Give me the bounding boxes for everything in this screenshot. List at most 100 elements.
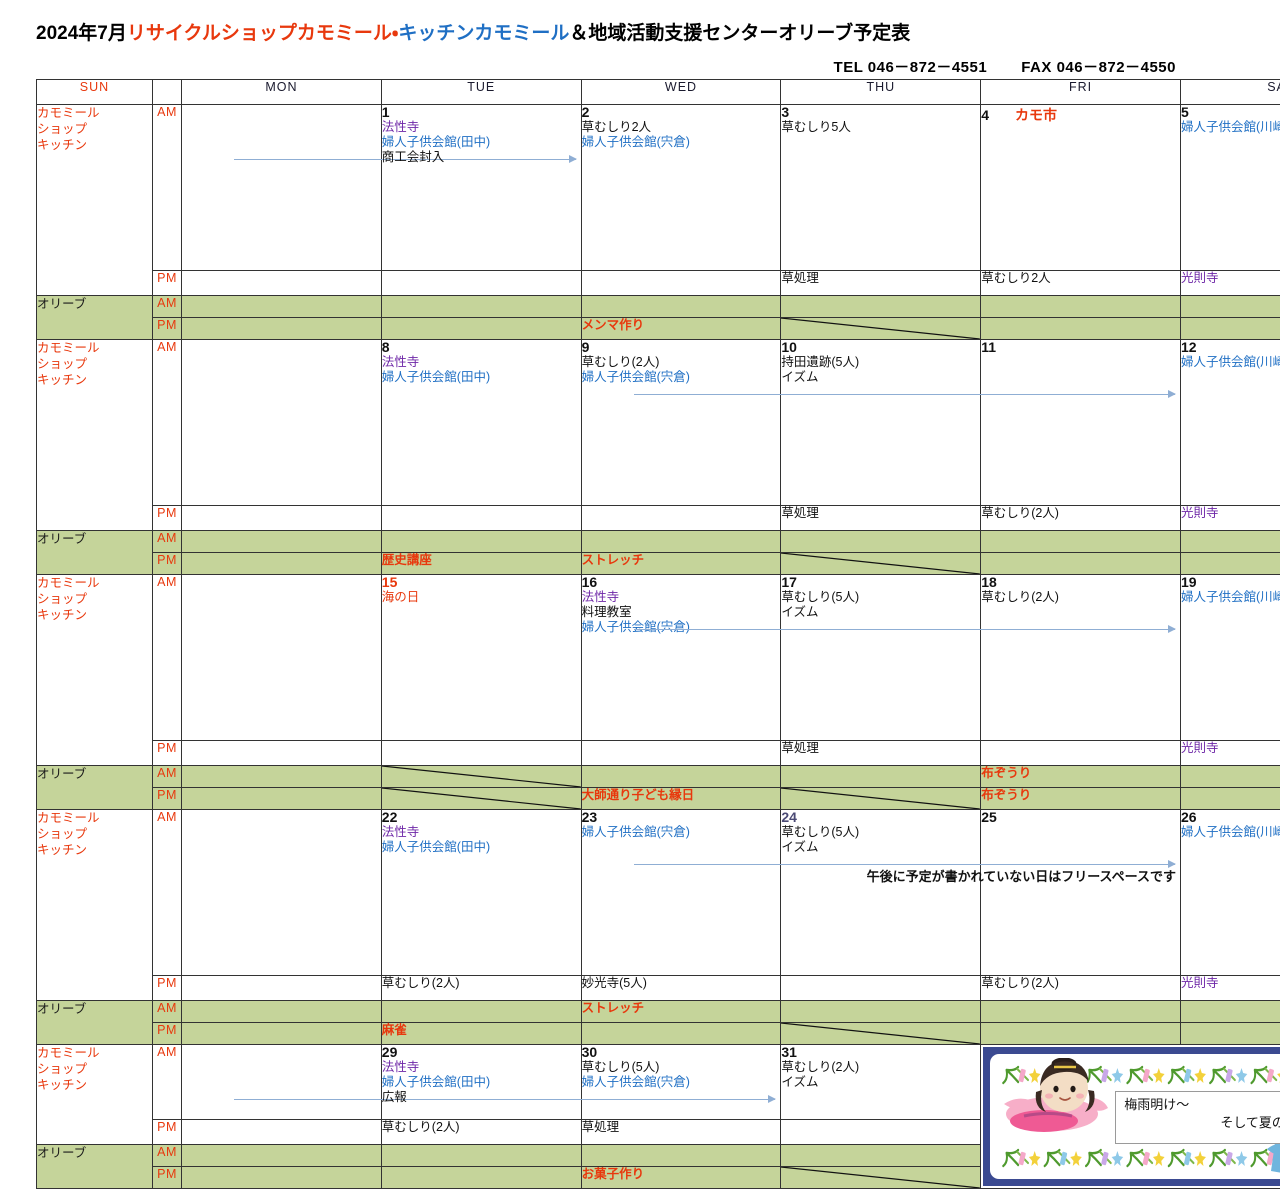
column-header-mon: MON (182, 80, 382, 105)
pm-label: PM (153, 318, 182, 340)
pm-label: PM (153, 976, 182, 1001)
column-header-sun: SUN (37, 80, 153, 105)
day-cell-pm (581, 741, 781, 766)
row-label-chamomile: カモミールショップキッチン (37, 810, 153, 1001)
day-number: 17 (781, 575, 980, 590)
olive-cell-empty (182, 1001, 382, 1023)
day-cell-empty (182, 810, 382, 976)
am-label: AM (153, 1001, 182, 1023)
day-cell-empty (182, 575, 382, 741)
olive-cell (1180, 766, 1280, 788)
day-cell-empty (182, 271, 382, 296)
day-number: 9 (582, 340, 781, 355)
day-cell-pm (981, 741, 1181, 766)
am-label: AM (153, 531, 182, 553)
event-text: 商工会封入 (382, 150, 581, 165)
olive-cell (781, 1001, 981, 1023)
day-number: 11 (981, 340, 1180, 355)
day-number: 25 (981, 810, 1180, 825)
day-cell-pm: 光則寺 (1180, 506, 1280, 531)
event-text: 婦人子供会館(宍倉) (582, 825, 781, 840)
event-text: 草処理 (781, 271, 980, 286)
olive-cell: ストレッチ (581, 1001, 781, 1023)
day-cell: 25 (981, 810, 1181, 976)
olive-cell (381, 1001, 581, 1023)
event-text: 婦人子供会館(川崎) (1181, 355, 1280, 370)
am-label: AM (153, 810, 182, 976)
pm-label: PM (153, 553, 182, 575)
olive-cell (981, 1023, 1181, 1045)
olive-cell: 麻雀 (381, 1023, 581, 1045)
day-number: 18 (981, 575, 1180, 590)
day-number: 15 (382, 575, 581, 590)
row-label-line: キッチン (37, 137, 152, 153)
event-text: 草むしり(2人) (981, 976, 1180, 991)
day-cell-pm: 妙光寺(5人) (581, 976, 781, 1001)
olive-cell (381, 318, 581, 340)
day-number: 8 (382, 340, 581, 355)
olive-cell (381, 1167, 581, 1189)
event-text: ストレッチ (582, 1001, 645, 1015)
row-label-line: ショップ (37, 591, 152, 607)
olive-cell (1180, 553, 1280, 575)
olive-cell (781, 1167, 981, 1189)
diagonal-strike-icon (781, 318, 980, 339)
event-text: 布ぞうり (981, 788, 1031, 802)
event-text: 布ぞうり (981, 766, 1031, 780)
tanabata-decoration-icon (990, 1147, 1280, 1171)
event-text: 料理教室 (582, 605, 781, 620)
pm-label: PM (153, 1023, 182, 1045)
table-header-row: SUNMONTUEWEDTHUFRISAT (37, 80, 1280, 105)
olive-cell (1180, 296, 1280, 318)
olive-pm-row: PM 麻雀 (37, 1023, 1280, 1045)
row-label-line: ショップ (37, 1061, 152, 1077)
olive-cell: 布ぞうり (981, 788, 1181, 810)
olive-cell (981, 553, 1181, 575)
day-number: 5 (1181, 105, 1280, 120)
day-number: 16 (582, 575, 781, 590)
row-label-line: ショップ (37, 121, 152, 137)
day-cell-empty (182, 340, 382, 506)
row-label-olive: オリーブ (37, 1001, 153, 1045)
event-text: 法性寺 (382, 1060, 581, 1075)
row-label-line: カモミール (37, 810, 152, 826)
row-label-line: カモミール (37, 340, 152, 356)
row-label-line: カモミール (37, 105, 152, 121)
event-text: 光則寺 (1181, 741, 1280, 756)
event-text: 婦人子供会館(田中) (382, 1075, 581, 1090)
day-number: 3 (781, 105, 980, 120)
event-text: 草むしり2人 (981, 271, 1180, 286)
title-kitchen: キッチンカモミール (398, 23, 569, 44)
olive-cell (581, 296, 781, 318)
olive-cell (781, 1145, 981, 1167)
day-cell-empty (182, 105, 382, 271)
olive-cell (1180, 531, 1280, 553)
diagonal-strike-icon (781, 788, 980, 809)
day-inline-event: カモ市 (1015, 107, 1057, 123)
event-text: 大師通り子ども縁日 (582, 788, 695, 802)
olive-cell (781, 553, 981, 575)
event-text: 麻雀 (382, 1023, 407, 1037)
column-header-fri: FRI (981, 80, 1181, 105)
event-text: 持田遺跡(5人) (781, 355, 980, 370)
olive-cell (1180, 788, 1280, 810)
olive-cell (1180, 318, 1280, 340)
pm-label: PM (153, 1167, 182, 1189)
day-cell-empty (182, 506, 382, 531)
day-cell-pm: 光則寺 (1180, 271, 1280, 296)
event-text: 草むしり2人 (582, 120, 781, 135)
row-label-chamomile: カモミールショップキッチン (37, 1045, 153, 1145)
event-text: 婦人子供会館(宍倉) (582, 620, 781, 635)
olive-cell (981, 296, 1181, 318)
olive-cell (581, 531, 781, 553)
event-text: イズム (781, 1075, 980, 1090)
